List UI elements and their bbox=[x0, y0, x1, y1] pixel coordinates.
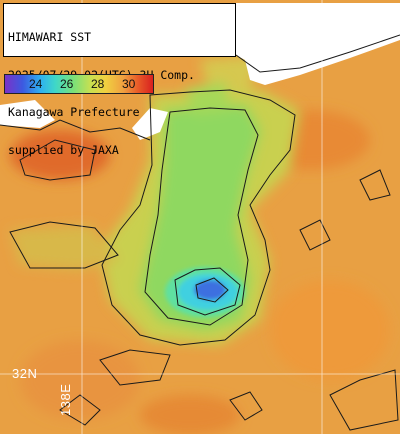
longitude-label: 138E bbox=[58, 383, 73, 416]
cool-core bbox=[165, 267, 245, 317]
land-peninsula bbox=[132, 108, 168, 140]
caption-source: supplied by JAXA bbox=[8, 142, 119, 157]
land-honshu bbox=[236, 3, 400, 85]
colorbar-tick: 28 bbox=[91, 77, 105, 91]
map-caption: HIMAWARI SST 2025/07/29 02(UTC) 3H Comp.… bbox=[3, 3, 236, 156]
isotherm-contours bbox=[0, 34, 400, 431]
caption-region: Kanagawa Prefecture bbox=[8, 105, 140, 119]
colorbar-tick: 24 bbox=[29, 77, 43, 91]
colorbar-tick: 26 bbox=[60, 77, 74, 91]
colorbar-tick: 30 bbox=[122, 77, 136, 91]
caption-title: HIMAWARI SST bbox=[8, 30, 92, 44]
temperature-colorbar: 24 26 28 30 bbox=[4, 74, 154, 94]
land-west bbox=[0, 100, 55, 128]
latitude-label: 32N bbox=[12, 366, 38, 381]
